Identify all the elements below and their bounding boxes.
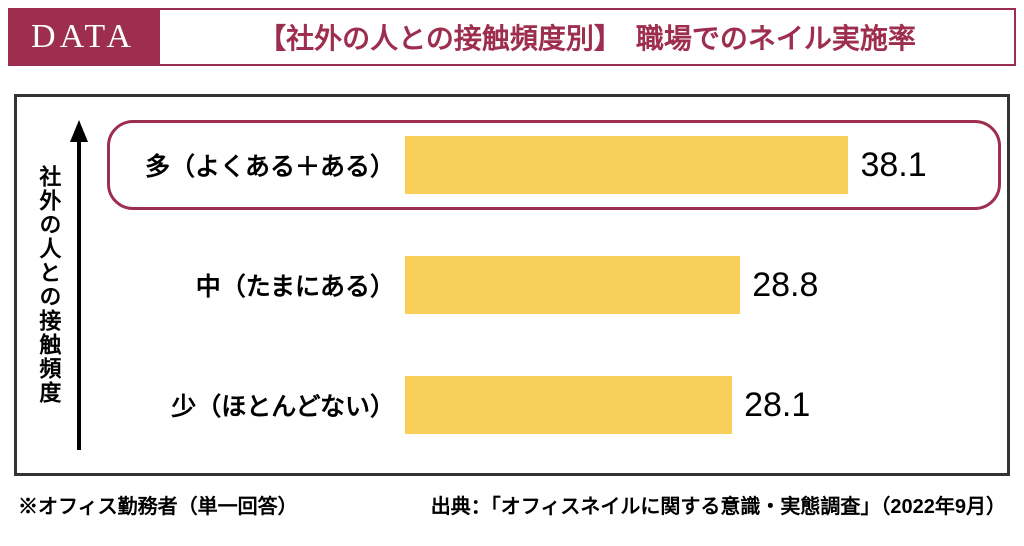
data-badge: DATA [8,8,158,66]
axis-arrow-icon [67,115,91,455]
source-text: 出典：「オフィスネイルに関する意識・実態調査」（2022年9月） [431,490,1006,519]
bars-column: 多（よくある＋ある） 38.1 中（たまにある） 28.8 少（ほとんどない） … [115,115,987,455]
footnote: ※オフィス勤務者（単一回答） [18,490,298,519]
title-box: 【社外の人との接触頻度別】 職場でのネイル実施率 [158,8,1016,66]
title-bracket: 【社外の人との接触頻度別】 [258,17,622,57]
bar-value: 28.1 [744,386,810,425]
bar-label: 多（よくある＋ある） [115,147,405,183]
bar-row-mid: 中（たまにある） 28.8 [115,250,987,320]
bar-track: 28.8 [405,256,987,314]
chart-inner: 社外の人との接触頻度 多（よくある＋ある） 38.1 中（たまにある） [35,115,987,455]
bar-track: 38.1 [405,136,987,194]
bar-fill [405,136,848,194]
bar-label: 少（ほとんどない） [115,387,405,423]
bar-fill [405,376,732,434]
bar-track: 28.1 [405,376,987,434]
chart-frame: 社外の人との接触頻度 多（よくある＋ある） 38.1 中（たまにある） [14,94,1010,476]
header-row: DATA 【社外の人との接触頻度別】 職場でのネイル実施率 [8,8,1016,66]
bar-label: 中（たまにある） [115,267,405,303]
bar-value: 38.1 [860,146,926,185]
y-axis-label: 社外の人との接触頻度 [35,115,61,455]
y-axis-block: 社外の人との接触頻度 [35,115,115,455]
bar-value: 28.8 [752,266,818,305]
bar-row-low: 少（ほとんどない） 28.1 [115,370,987,440]
bar-fill [405,256,740,314]
title-main: 職場でのネイル実施率 [636,17,916,57]
bar-row-high: 多（よくある＋ある） 38.1 [115,130,987,200]
footer-row: ※オフィス勤務者（単一回答） 出典：「オフィスネイルに関する意識・実態調査」（2… [18,490,1006,519]
